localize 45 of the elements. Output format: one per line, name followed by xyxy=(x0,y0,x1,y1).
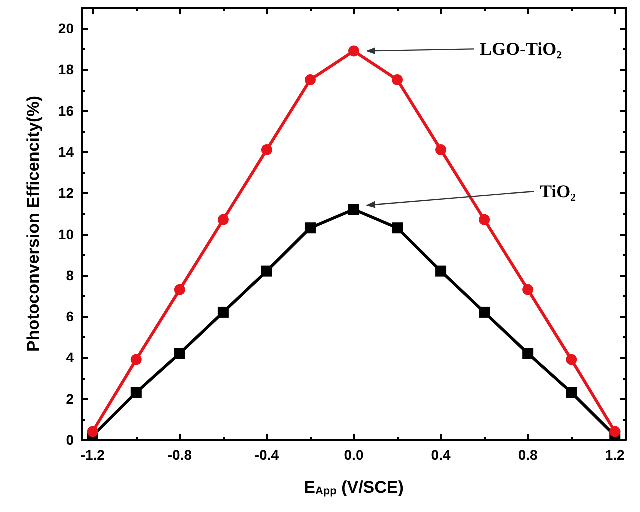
y-axis-title: Photoconversion Efficencity(%) xyxy=(24,96,43,352)
point xyxy=(566,354,578,366)
point xyxy=(522,348,534,360)
point xyxy=(130,387,142,398)
text: LGO-TiO₂ xyxy=(480,39,562,60)
y-tick-label: 16 xyxy=(58,102,74,119)
x-tick-label: 0.4 xyxy=(431,447,451,463)
point xyxy=(304,74,316,86)
y-tick-label: 0 xyxy=(66,432,74,448)
x-tick-label: 0.0 xyxy=(344,447,364,463)
point xyxy=(610,426,621,438)
point xyxy=(522,284,534,296)
point xyxy=(392,222,404,234)
x-tick-label: 1.2 xyxy=(605,447,626,463)
y-tick-label: 14 xyxy=(58,144,74,160)
point xyxy=(566,387,578,398)
x-tick-label: -0.4 xyxy=(254,447,280,463)
point xyxy=(218,214,229,226)
point xyxy=(174,348,186,360)
x-tick-label: -1.2 xyxy=(80,447,106,463)
y-tick-label: 2 xyxy=(66,390,74,407)
point xyxy=(392,74,404,86)
point xyxy=(479,306,490,318)
y-tick-label: 18 xyxy=(58,62,74,78)
point xyxy=(261,266,272,277)
point xyxy=(304,222,316,234)
point xyxy=(130,354,142,366)
point xyxy=(348,46,360,57)
point xyxy=(479,214,490,226)
y-tick-label: 6 xyxy=(66,308,74,325)
y-tick-label: 10 xyxy=(58,226,74,242)
point xyxy=(348,204,360,216)
x-tick-label: 0.8 xyxy=(518,447,538,463)
text: TiO₂ xyxy=(540,182,576,202)
point xyxy=(174,284,186,296)
x-tick-label: -0.8 xyxy=(168,447,192,463)
y-tick-label: 4 xyxy=(66,350,74,366)
point xyxy=(436,266,447,277)
point xyxy=(218,306,229,318)
point xyxy=(436,144,447,156)
y-tick-label: 20 xyxy=(58,20,74,37)
y-tick-label: 12 xyxy=(58,185,74,202)
point xyxy=(87,426,98,438)
point xyxy=(261,144,272,156)
y-tick-label: 8 xyxy=(66,267,74,284)
